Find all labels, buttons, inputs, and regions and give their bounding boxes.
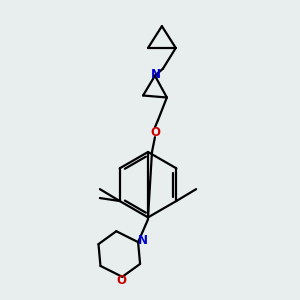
Text: N: N [138, 234, 148, 247]
Text: N: N [151, 68, 161, 81]
Text: O: O [150, 126, 160, 139]
Text: O: O [116, 274, 126, 287]
